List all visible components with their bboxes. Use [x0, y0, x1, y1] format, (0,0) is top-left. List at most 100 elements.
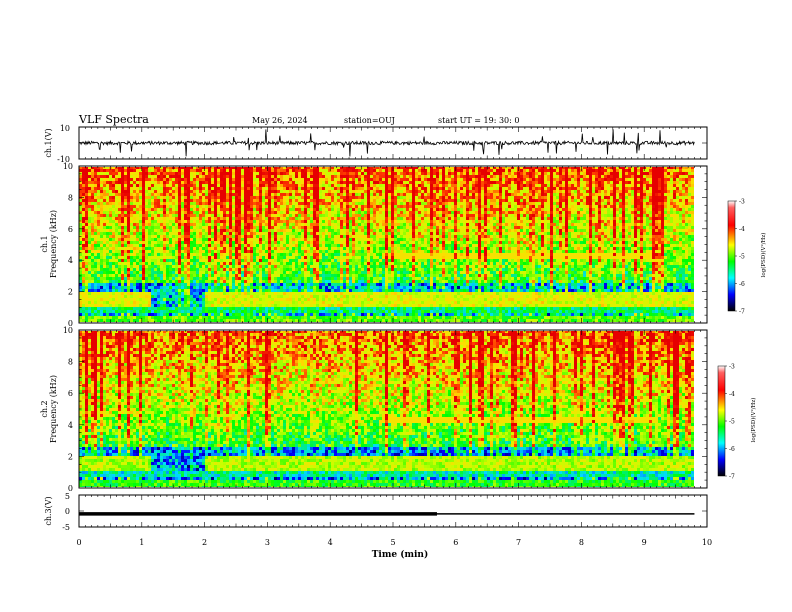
- spectrogram-cell: [256, 190, 259, 193]
- spectrogram-cell: [295, 247, 298, 250]
- spectrogram-cell: [112, 253, 115, 256]
- spectrogram-cell: [100, 268, 103, 271]
- spectrogram-cell: [334, 280, 337, 283]
- spectrogram-cell: [124, 310, 127, 313]
- spectrogram-cell: [160, 289, 163, 292]
- spectrogram-cell: [127, 208, 130, 211]
- spectrogram-cell: [190, 274, 193, 277]
- spectrogram-cell: [214, 190, 217, 193]
- spectrogram-cell: [148, 223, 151, 226]
- spectrogram-cell: [268, 295, 271, 298]
- spectrogram-cell: [88, 256, 91, 259]
- spectrogram-cell: [301, 307, 304, 310]
- spectrogram-cell: [289, 205, 292, 208]
- spectrogram-cell: [85, 319, 88, 322]
- spectrogram-cell: [286, 193, 289, 196]
- spectrogram-cell: [157, 265, 160, 268]
- spectrogram-cell: [256, 232, 259, 235]
- spectrogram-cell: [298, 319, 301, 322]
- spectrogram-cell: [259, 181, 262, 184]
- spectrogram-cell: [205, 265, 208, 268]
- ch1-ytick-bottom: -10: [57, 155, 70, 164]
- spectrogram-cell: [115, 304, 118, 307]
- spectrogram-cell: [100, 232, 103, 235]
- spectrogram-cell: [214, 310, 217, 313]
- spectrogram-cell: [286, 169, 289, 172]
- spectrogram-cell: [148, 286, 151, 289]
- spectrogram-cell: [130, 301, 133, 304]
- spectrogram-cell: [88, 283, 91, 286]
- spectrogram-cell: [163, 301, 166, 304]
- spectrogram-cell: [334, 292, 337, 295]
- spectrogram-cell: [94, 244, 97, 247]
- spectrogram-cell: [136, 226, 139, 229]
- spectrogram-cell: [97, 235, 100, 238]
- spectrogram-cell: [97, 244, 100, 247]
- spectrogram-cell: [121, 244, 124, 247]
- spectrogram-cell: [142, 205, 145, 208]
- spectrogram-cell: [142, 301, 145, 304]
- spectrogram-cell: [289, 286, 292, 289]
- spectrogram-cell: [292, 256, 295, 259]
- spectrogram-cell: [343, 238, 346, 241]
- spectrogram-cell: [199, 169, 202, 172]
- spectrogram-cell: [232, 298, 235, 301]
- spectrogram-cell: [169, 205, 172, 208]
- spectrogram-cell: [151, 253, 154, 256]
- spectrogram-cell: [169, 274, 172, 277]
- spectrogram-cell: [127, 178, 130, 181]
- spectrogram-cell: [322, 253, 325, 256]
- spectrogram-cell: [199, 175, 202, 178]
- spectrogram-cell: [97, 187, 100, 190]
- spectrogram-cell: [106, 283, 109, 286]
- spectrogram-cell: [202, 292, 205, 295]
- spectrogram-cell: [250, 259, 253, 262]
- spectrogram-cell: [157, 181, 160, 184]
- spectrogram-cell: [313, 280, 316, 283]
- spectrogram-cell: [325, 181, 328, 184]
- spectrogram-cell: [106, 268, 109, 271]
- spectrogram-cell: [217, 259, 220, 262]
- spectrogram-cell: [253, 193, 256, 196]
- spectrogram-cell: [235, 253, 238, 256]
- spectrogram-cell: [331, 253, 334, 256]
- spectrogram-cell: [316, 217, 319, 220]
- spectrogram-cell: [166, 268, 169, 271]
- spectrogram-cell: [193, 271, 196, 274]
- spectrogram-cell: [148, 190, 151, 193]
- spectrogram-cell: [226, 304, 229, 307]
- spectrogram-cell: [106, 235, 109, 238]
- spectrogram-cell: [187, 196, 190, 199]
- spectrogram-cell: [82, 292, 85, 295]
- spectrogram-cell: [262, 304, 265, 307]
- spectrogram-cell: [91, 292, 94, 295]
- spectrogram-cell: [223, 277, 226, 280]
- spectrogram-cell: [280, 253, 283, 256]
- spectrogram-cell: [91, 310, 94, 313]
- spectrogram-cell: [139, 310, 142, 313]
- spectrogram-cell: [145, 307, 148, 310]
- spectrogram-cell: [220, 283, 223, 286]
- spectrogram-cell: [244, 298, 247, 301]
- spectrogram-cell: [238, 181, 241, 184]
- spectrogram-cell: [196, 187, 199, 190]
- spectrogram-cell: [322, 187, 325, 190]
- spectrogram-cell: [322, 247, 325, 250]
- spectrogram-cell: [283, 286, 286, 289]
- spectrogram-cell: [91, 169, 94, 172]
- spectrogram-cell: [253, 169, 256, 172]
- spectrogram-cell: [214, 187, 217, 190]
- spectrogram-cell: [223, 190, 226, 193]
- spectrogram-cell: [220, 259, 223, 262]
- spectrogram-cell: [85, 298, 88, 301]
- spectrogram-cell: [181, 280, 184, 283]
- spectrogram-cell: [109, 184, 112, 187]
- spectrogram-cell: [166, 277, 169, 280]
- spectrogram-cell: [328, 265, 331, 268]
- spectrogram-cell: [256, 244, 259, 247]
- spectrogram-cell: [220, 223, 223, 226]
- spectrogram-cell: [202, 232, 205, 235]
- spectrogram-cell: [313, 220, 316, 223]
- spectrogram-cell: [274, 301, 277, 304]
- spectrogram-cell: [175, 319, 178, 322]
